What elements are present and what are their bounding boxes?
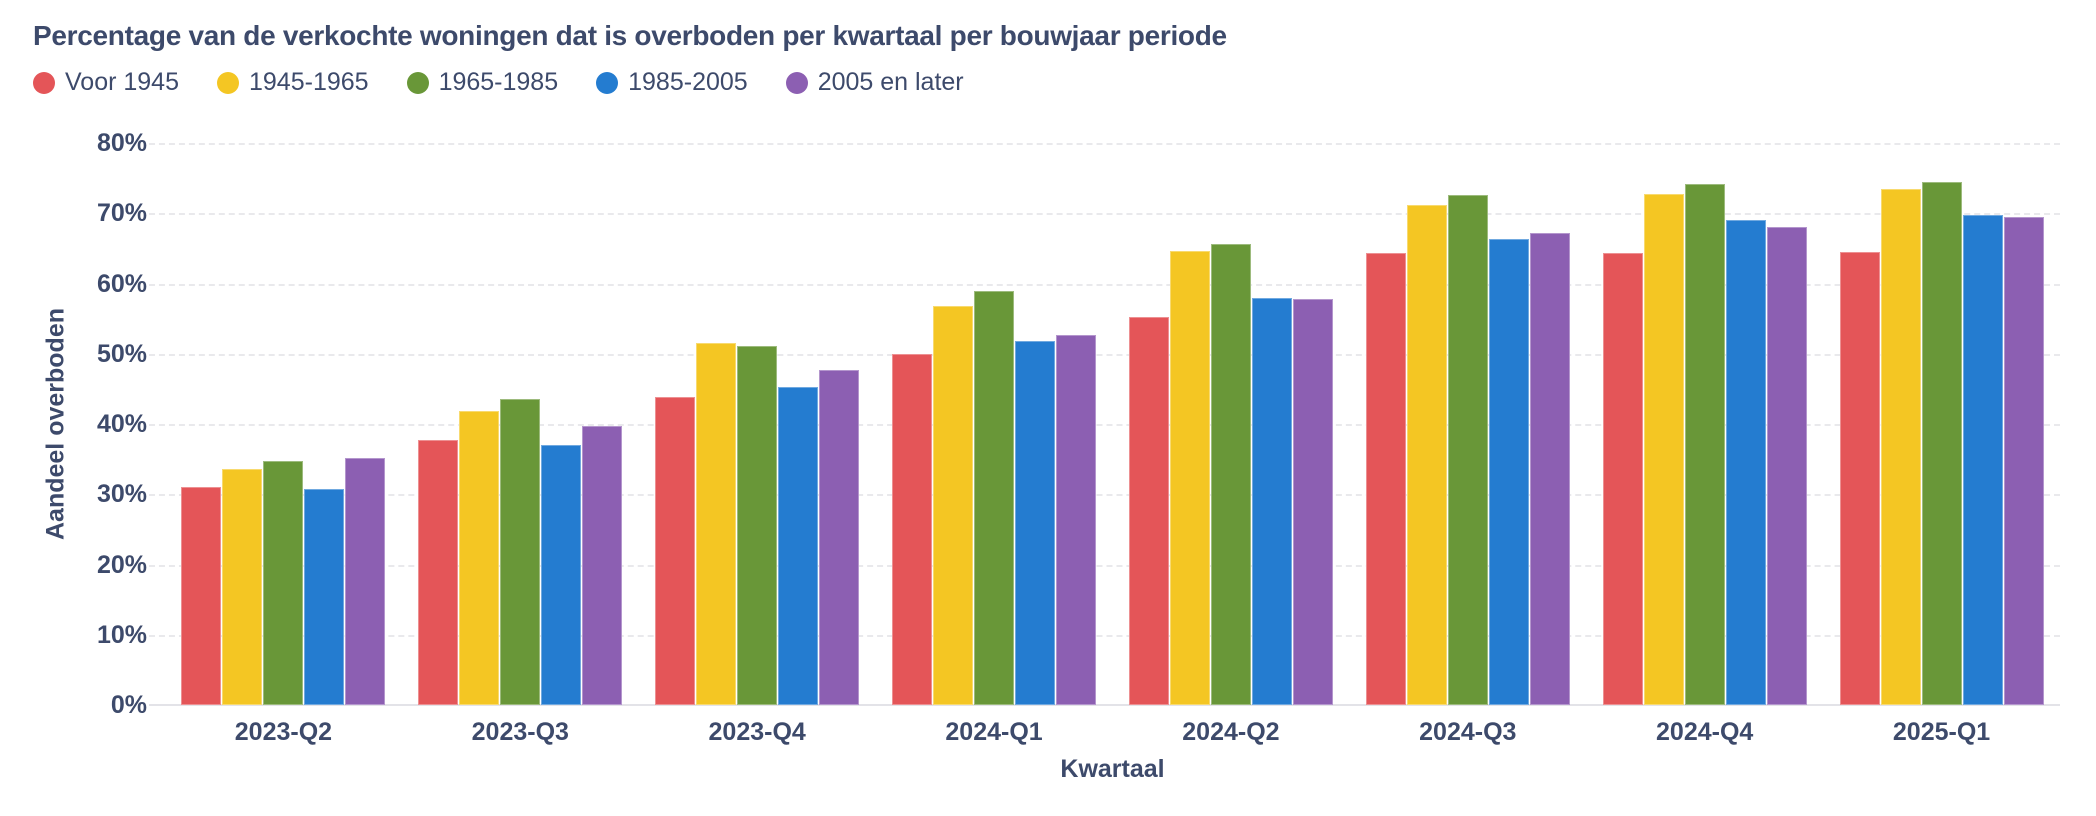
legend-item-label: 2005 en later [817,68,964,96]
bar-2024-Q2-1965-1985 [1210,244,1251,705]
legend-dot-icon [217,71,239,94]
x-axis-line [149,704,2060,706]
x-axis-title: Kwartaal [1060,755,1165,783]
bar-2023-Q2-1945-1965 [222,468,263,705]
gridline-80 [149,143,2060,145]
y-tick-label-60: 60% [96,269,147,298]
bar-2023-Q3-1945-1965 [459,411,500,705]
bar-2025-Q1-voor-1945 [1839,251,1880,705]
bar-2025-Q1-1945-1965 [1880,188,1921,705]
bar-2023-Q2-1985-2005 [304,488,345,705]
bar-2023-Q4-1945-1965 [696,343,737,705]
bar-2023-Q3-1965-1985 [500,398,541,705]
gridline-60 [149,283,2060,286]
y-tick-label-40: 40% [96,410,147,438]
bar-2024-Q1-voor-1945 [892,353,933,705]
legend-dot-icon [33,71,55,94]
y-tick-label-30: 30% [96,480,147,509]
chart-legend: Voor 1945 1945-1965 1965-1985 1985-2005 2005… [33,68,964,97]
bar-2023-Q2-1965-1985 [263,461,304,705]
y-tick-label-20: 20% [96,550,147,579]
chart-title: Percentage van de verkochte woningen dat… [33,20,1227,51]
gridline-10 [149,634,2060,637]
legend-dot-icon [596,71,619,94]
bar-2024-Q3-voor-1945 [1365,252,1406,705]
bar-2024-Q1-2005-en-later [1056,334,1097,705]
y-tick-label-80: 80% [96,129,147,157]
bar-2024-Q3-1985-2005 [1488,239,1529,705]
legend-item-1985-2005[interactable]: 1985-2005 [596,68,748,97]
legend-item-label: 1985-2005 [628,68,748,96]
bar-2023-Q2-voor-1945 [181,487,222,705]
legend-item-2005-en-later[interactable]: 2005 en later [785,68,964,97]
bar-2025-Q1-1965-1985 [1921,182,1962,705]
gridline-50 [149,353,2060,356]
x-tick-label-2024-Q4: 2024-Q4 [1656,718,1754,746]
bar-2023-Q3-1985-2005 [541,445,582,705]
bar-2024-Q4-1985-2005 [1725,220,1766,705]
bar-2024-Q1-1985-2005 [1015,341,1056,705]
x-tick-label-2024-Q3: 2024-Q3 [1419,718,1517,746]
bar-2024-Q3-1945-1965 [1406,204,1447,705]
bar-2024-Q1-1945-1965 [933,305,974,705]
bar-2024-Q2-1945-1965 [1169,251,1210,705]
plot-area: 0% 10% 20% 30% 40% 50% 60% 70% 80% 2023-Q2 2023-Q3… [97,131,2060,746]
bar-2023-Q3-2005-en-later [582,426,623,705]
gridline-70 [149,213,2060,216]
bar-2024-Q4-2005-en-later [1766,226,1807,705]
bar-2023-Q4-1985-2005 [778,387,819,705]
x-tick-label-2025-Q1: 2025-Q1 [1892,718,1991,746]
bar-2024-Q2-1985-2005 [1251,297,1292,705]
bar-2025-Q1-1985-2005 [1962,215,2003,705]
legend-item-label: 1965-1985 [438,68,559,96]
bar-2024-Q3-1965-1985 [1447,195,1488,705]
legend-item-voor-1945[interactable]: Voor 1945 [33,68,179,97]
y-tick-label-0: 0% [110,691,147,719]
bar-2023-Q4-2005-en-later [819,369,860,705]
bar-2023-Q4-voor-1945 [655,396,696,705]
legend-dot-icon [785,71,808,94]
x-tick-label-2024-Q1: 2024-Q1 [945,718,1043,746]
bar-2023-Q4-1965-1985 [737,346,778,705]
legend-item-label: 1945-1965 [249,68,369,96]
bar-2024-Q4-voor-1945 [1602,252,1643,705]
bar-2024-Q1-1965-1985 [974,291,1015,705]
bar-2024-Q4-1965-1985 [1684,183,1725,705]
x-tick-label-2024-Q2: 2024-Q2 [1182,718,1280,746]
x-tick-label-2023-Q3: 2023-Q3 [471,718,569,746]
legend-item-1945-1965[interactable]: 1945-1965 [217,68,369,97]
x-tick-label-2023-Q2: 2023-Q2 [234,718,333,746]
gridline-40 [149,424,2060,426]
x-tick-label-2023-Q4: 2023-Q4 [708,718,806,746]
bar-2025-Q1-2005-en-later [2003,216,2044,705]
bar-2024-Q4-1945-1965 [1643,194,1684,705]
legend-item-1965-1985[interactable]: 1965-1985 [406,68,559,97]
gridline-20 [149,564,2060,567]
bar-2023-Q2-2005-en-later [345,458,386,705]
y-tick-label-10: 10% [96,620,147,649]
legend-item-label: Voor 1945 [65,68,179,96]
y-tick-label-70: 70% [96,199,147,228]
bar-2024-Q3-2005-en-later [1529,232,1570,705]
bar-2024-Q2-voor-1945 [1128,316,1169,705]
y-tick-label-50: 50% [96,339,147,368]
bar-2023-Q3-voor-1945 [418,440,459,705]
gridline-30 [149,494,2060,497]
bar-2024-Q2-2005-en-later [1292,298,1333,705]
legend-dot-icon [406,71,429,94]
